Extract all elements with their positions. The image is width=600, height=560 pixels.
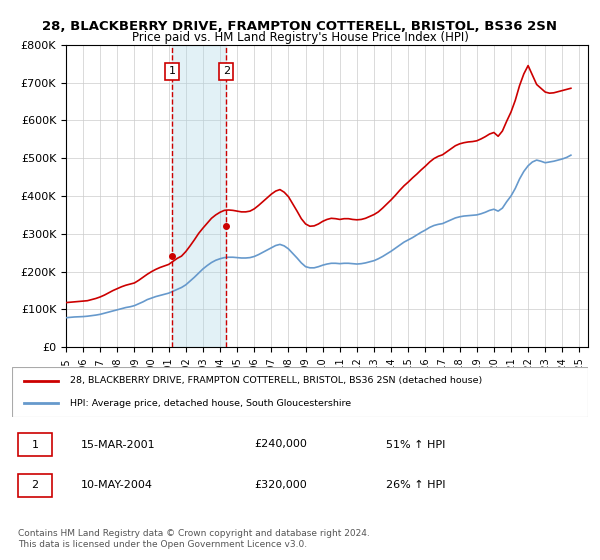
FancyBboxPatch shape [18, 433, 52, 456]
FancyBboxPatch shape [12, 367, 588, 417]
FancyBboxPatch shape [18, 474, 52, 497]
Text: HPI: Average price, detached house, South Gloucestershire: HPI: Average price, detached house, Sout… [70, 399, 351, 408]
Text: 2: 2 [31, 480, 38, 491]
Text: 28, BLACKBERRY DRIVE, FRAMPTON COTTERELL, BRISTOL, BS36 2SN (detached house): 28, BLACKBERRY DRIVE, FRAMPTON COTTERELL… [70, 376, 482, 385]
Text: 28, BLACKBERRY DRIVE, FRAMPTON COTTERELL, BRISTOL, BS36 2SN: 28, BLACKBERRY DRIVE, FRAMPTON COTTERELL… [43, 20, 557, 32]
Text: 1: 1 [32, 440, 38, 450]
Text: 1: 1 [169, 66, 176, 76]
Text: 26% ↑ HPI: 26% ↑ HPI [386, 480, 446, 491]
Bar [172, 45, 226, 347]
Text: £320,000: £320,000 [254, 480, 307, 491]
Text: 10-MAY-2004: 10-MAY-2004 [81, 480, 153, 491]
Text: 51% ↑ HPI: 51% ↑ HPI [386, 440, 446, 450]
Text: Price paid vs. HM Land Registry's House Price Index (HPI): Price paid vs. HM Land Registry's House … [131, 31, 469, 44]
Text: Contains HM Land Registry data © Crown copyright and database right 2024.
This d: Contains HM Land Registry data © Crown c… [18, 529, 370, 549]
Text: 2: 2 [223, 66, 230, 76]
Text: £240,000: £240,000 [254, 440, 307, 450]
Text: 15-MAR-2001: 15-MAR-2001 [81, 440, 156, 450]
